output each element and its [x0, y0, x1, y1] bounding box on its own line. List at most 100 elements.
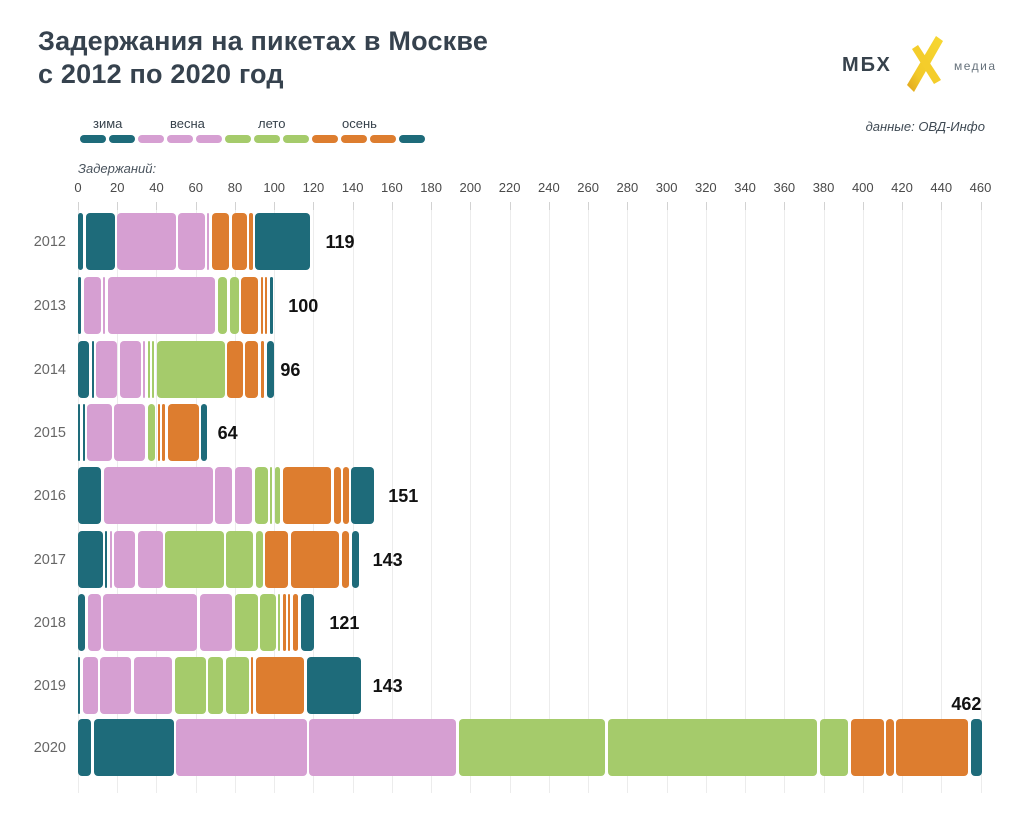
year-label-2018: 2018 — [33, 614, 66, 631]
tick-label-300: 300 — [655, 180, 678, 195]
tick-mark-20 — [117, 202, 119, 210]
year-label-2020: 2020 — [33, 739, 66, 756]
segment-2019-summer-m7 — [208, 657, 224, 714]
legend-pill-month-12 — [399, 135, 425, 143]
segment-2017-spring-m5 — [137, 531, 163, 588]
segment-2016-autumn-m9 — [282, 467, 332, 524]
legend-pill-month-6 — [225, 135, 251, 143]
tick-label-40: 40 — [149, 180, 164, 195]
tick-label-360: 360 — [773, 180, 796, 195]
segment-2014-autumn-m10 — [245, 341, 259, 398]
segment-2016-autumn-m10 — [333, 467, 341, 524]
segment-2017-spring-m4 — [114, 531, 136, 588]
segment-2018-summer-m8 — [278, 594, 281, 651]
bar-row-2019 — [78, 657, 364, 714]
gridline-180 — [431, 202, 433, 793]
tick-label-160: 160 — [381, 180, 403, 195]
segment-2015-spring-m4 — [114, 404, 146, 461]
bar-row-2015 — [78, 404, 209, 461]
legend-pill-month-11 — [370, 135, 396, 143]
segment-2012-autumn-m10 — [231, 213, 247, 270]
segment-2016-autumn-m11 — [343, 467, 349, 524]
total-label-2012: 119 — [325, 231, 355, 252]
gridline-300 — [666, 202, 668, 793]
tick-mark-160 — [391, 202, 393, 210]
segment-2015-autumn-m11 — [167, 404, 199, 461]
segment-2018-spring-m5 — [199, 594, 233, 651]
legend-month-pills — [80, 135, 428, 143]
bar-row-2013 — [78, 277, 276, 334]
total-label-2019: 143 — [372, 675, 403, 696]
tick-mark-260 — [588, 202, 590, 210]
segment-2020-winter-m12 — [970, 719, 982, 776]
gridline-420 — [902, 202, 904, 793]
segment-2012-spring-m4 — [178, 213, 205, 270]
tick-label-0: 0 — [74, 180, 82, 195]
tick-label-280: 280 — [616, 180, 639, 195]
segment-2019-autumn-m10 — [255, 657, 305, 714]
gridline-400 — [862, 202, 864, 793]
segment-2019-winter-m12 — [306, 657, 362, 714]
legend-pill-month-9 — [312, 135, 338, 143]
gridline-460 — [980, 202, 982, 793]
bar-row-2016 — [78, 467, 377, 524]
segment-2017-summer-m8 — [255, 531, 263, 588]
gridline-340 — [745, 202, 747, 793]
tick-mark-400 — [862, 202, 864, 210]
tick-mark-100 — [274, 202, 276, 210]
logo-x-icon — [900, 36, 950, 97]
tick-label-100: 100 — [263, 180, 286, 195]
tick-mark-180 — [431, 202, 433, 210]
segment-2017-summer-m7 — [226, 531, 254, 588]
segment-2015-winter-m1 — [78, 404, 80, 461]
segment-2020-autumn-m10 — [886, 719, 894, 776]
bar-row-2020 — [78, 719, 984, 776]
legend-pill-month-5 — [196, 135, 222, 143]
title-line-2: с 2012 по 2020 год — [38, 59, 284, 89]
legend-pill-month-10 — [341, 135, 367, 143]
total-label-2018: 121 — [329, 612, 360, 633]
tick-label-180: 180 — [420, 180, 443, 195]
total-label-2020: 462 — [951, 694, 982, 714]
tick-label-20: 20 — [110, 180, 125, 195]
segment-2017-autumn-m11 — [341, 531, 350, 588]
tick-label-400: 400 — [851, 180, 874, 195]
segment-2016-winter-m12 — [351, 467, 375, 524]
segment-2016-summer-m7 — [270, 467, 273, 524]
total-label-2014: 96 — [280, 359, 301, 380]
segment-2014-autumn-m11 — [260, 341, 265, 398]
segment-2013-autumn-m11 — [265, 277, 268, 334]
gridline-160 — [391, 202, 393, 793]
logo-text: МБХ — [842, 54, 892, 76]
segment-2020-summer-m8 — [819, 719, 849, 776]
legend-label-spring: весна — [170, 116, 205, 131]
tick-mark-220 — [509, 202, 511, 210]
segment-2014-winter-m2 — [91, 341, 94, 398]
bar-row-2012 — [78, 213, 312, 270]
tick-label-80: 80 — [227, 180, 243, 195]
segment-2018-autumn-m11 — [292, 594, 299, 651]
bar-row-2014 — [78, 341, 276, 398]
tick-label-120: 120 — [302, 180, 325, 195]
legend-pill-month-7 — [254, 135, 280, 143]
legend-pill-month-8 — [283, 135, 309, 143]
segment-2013-winter-m12 — [269, 277, 274, 334]
title-line-1: Задержания на пикетах в Москве — [38, 26, 489, 56]
tick-mark-0 — [78, 202, 79, 210]
segment-2016-spring-m4 — [215, 467, 233, 524]
legend-label-winter: зима — [93, 116, 123, 131]
total-label-2016: 151 — [388, 485, 419, 506]
tick-mark-460 — [980, 202, 982, 210]
segment-2016-summer-m8 — [274, 467, 281, 524]
segment-2018-autumn-m10 — [288, 594, 291, 651]
year-label-2016: 2016 — [33, 487, 66, 504]
segment-2019-spring-m3 — [82, 657, 98, 714]
tick-mark-60 — [195, 202, 197, 210]
gridline-240 — [548, 202, 550, 793]
tick-mark-200 — [470, 202, 472, 210]
segment-2019-summer-m8 — [225, 657, 249, 714]
legend-label-summer: лето — [258, 116, 286, 131]
total-label-2017: 143 — [372, 549, 403, 570]
legend-pill-month-3 — [138, 135, 164, 143]
year-label-2012: 2012 — [33, 233, 66, 250]
